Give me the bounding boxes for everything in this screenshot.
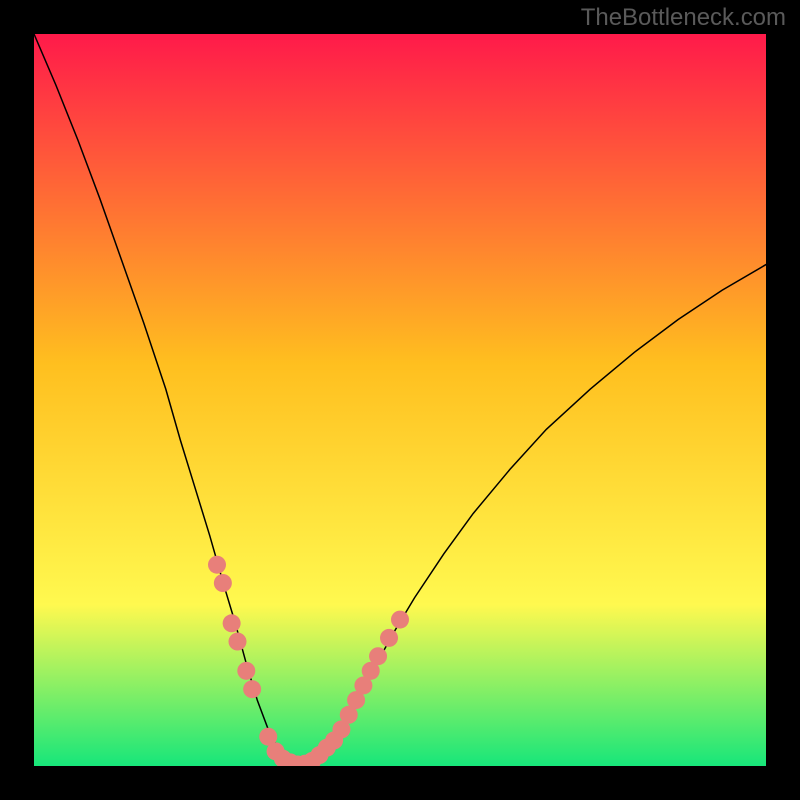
marker-point <box>391 611 409 629</box>
marker-point <box>237 662 255 680</box>
marker-point <box>223 614 241 632</box>
bottleneck-chart <box>34 34 766 766</box>
plot-area <box>34 34 766 766</box>
marker-point <box>208 556 226 574</box>
marker-point <box>369 647 387 665</box>
curve-path <box>34 34 766 766</box>
marker-group <box>208 556 409 766</box>
marker-point <box>214 574 232 592</box>
outer-frame: TheBottleneck.com <box>0 0 800 800</box>
marker-point <box>243 680 261 698</box>
watermark-text: TheBottleneck.com <box>581 4 786 32</box>
marker-point <box>380 629 398 647</box>
marker-point <box>229 633 247 651</box>
